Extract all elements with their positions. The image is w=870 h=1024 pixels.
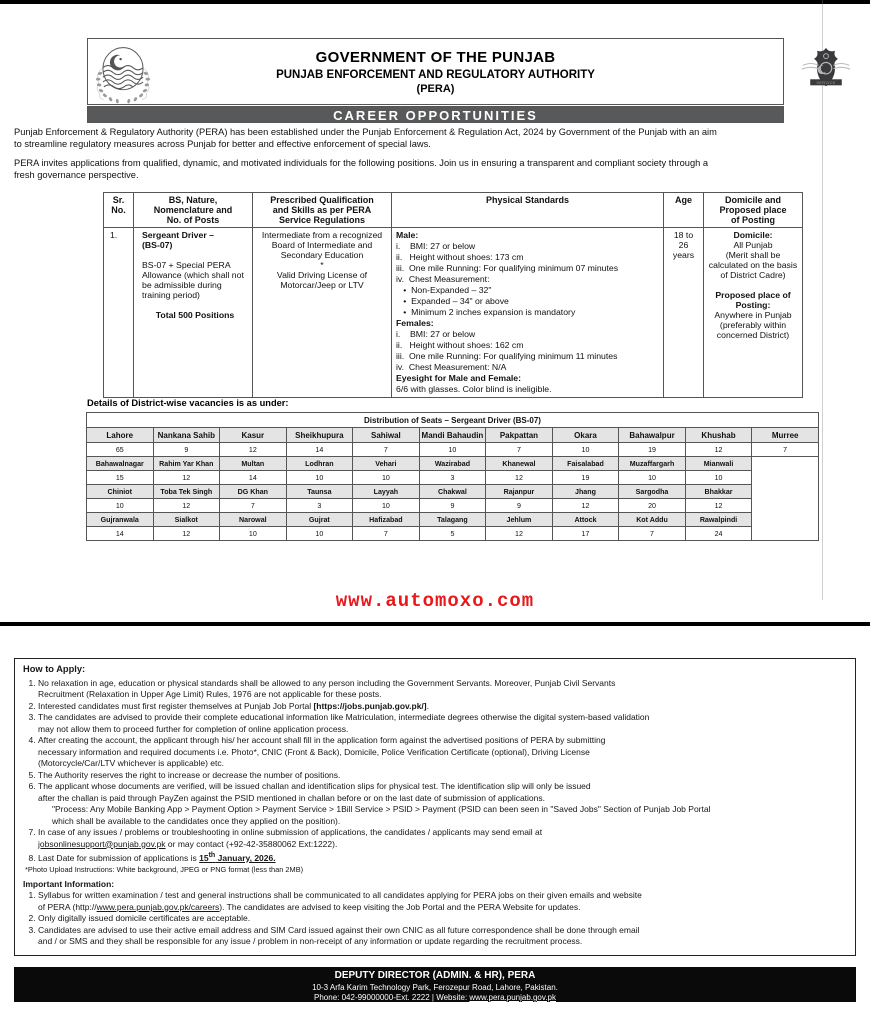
svg-text:SERVICE: SERVICE: [816, 80, 835, 85]
